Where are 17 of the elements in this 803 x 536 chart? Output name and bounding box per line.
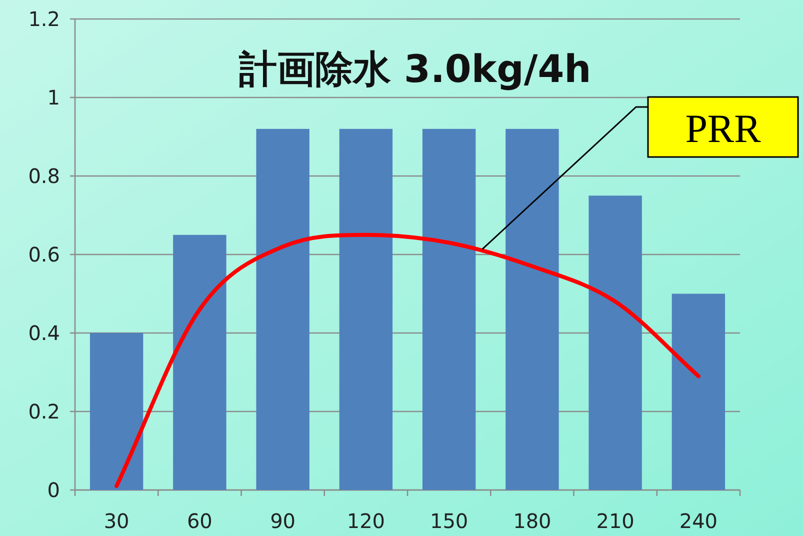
callout: PRR bbox=[482, 96, 799, 250]
x-tick-label: 180 bbox=[513, 509, 552, 533]
y-tick-label: 0.4 bbox=[28, 321, 60, 345]
text: 計画除水 3.0kg/4h bbox=[238, 47, 592, 91]
x-tick-label: 210 bbox=[596, 509, 634, 533]
y-tick-label: 0.2 bbox=[28, 400, 60, 424]
y-tick-label: 0.6 bbox=[28, 242, 60, 266]
x-tick-label: 60 bbox=[186, 509, 212, 533]
y-tick-label: 0.8 bbox=[28, 164, 60, 188]
x-tick-label: 120 bbox=[346, 509, 386, 533]
x-tick-label: 240 bbox=[679, 509, 718, 533]
y-tick-label: 1.2 bbox=[28, 7, 60, 31]
x-tick-label: 150 bbox=[430, 509, 468, 533]
x-tick-label: 90 bbox=[270, 509, 296, 533]
y-tick-label: 1 bbox=[47, 86, 60, 110]
x-tick-label: 30 bbox=[104, 509, 130, 533]
y-tick-label: 0 bbox=[47, 478, 60, 502]
